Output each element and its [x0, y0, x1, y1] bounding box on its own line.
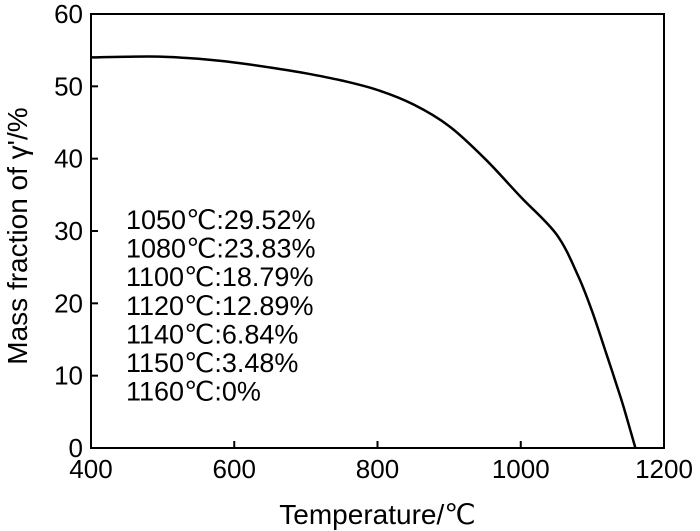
y-tick-label: 50: [54, 71, 83, 101]
x-tick-label: 600: [213, 454, 256, 484]
y-axis-ticks: 0 10 20 30 40 50 60: [54, 0, 98, 463]
annotation-line: 1080℃:23.83%: [126, 234, 315, 264]
annotation-line: 1150℃:3.48%: [126, 348, 298, 378]
annotation-line: 1120℃:12.89%: [126, 291, 313, 321]
x-tick-label: 1000: [492, 454, 550, 484]
x-axis-label: Temperature/℃: [279, 499, 475, 530]
x-tick-label: 400: [69, 454, 112, 484]
x-axis-ticks: 400 600 800 1000 1200: [69, 441, 693, 484]
y-tick-label: 0: [69, 433, 83, 463]
annotation-line: 1140℃:6.84%: [126, 319, 298, 349]
y-tick-label: 40: [54, 144, 83, 174]
y-tick-label: 60: [54, 0, 83, 29]
annotation-block: 1050℃:29.52%1080℃:23.83%1100℃:18.79%1120…: [126, 205, 315, 407]
y-tick-label: 30: [54, 216, 83, 246]
annotation-line: 1160℃:0%: [126, 377, 261, 407]
series-line: [90, 55, 637, 449]
y-tick-label: 10: [54, 361, 83, 391]
x-tick-label: 1200: [635, 454, 693, 484]
annotation-line: 1050℃:29.52%: [126, 205, 315, 235]
annotation-line: 1100℃:18.79%: [126, 262, 313, 292]
x-tick-label: 800: [356, 454, 399, 484]
y-axis-label: Mass fraction of γ'/%: [2, 107, 33, 364]
y-tick-label: 20: [54, 288, 83, 318]
